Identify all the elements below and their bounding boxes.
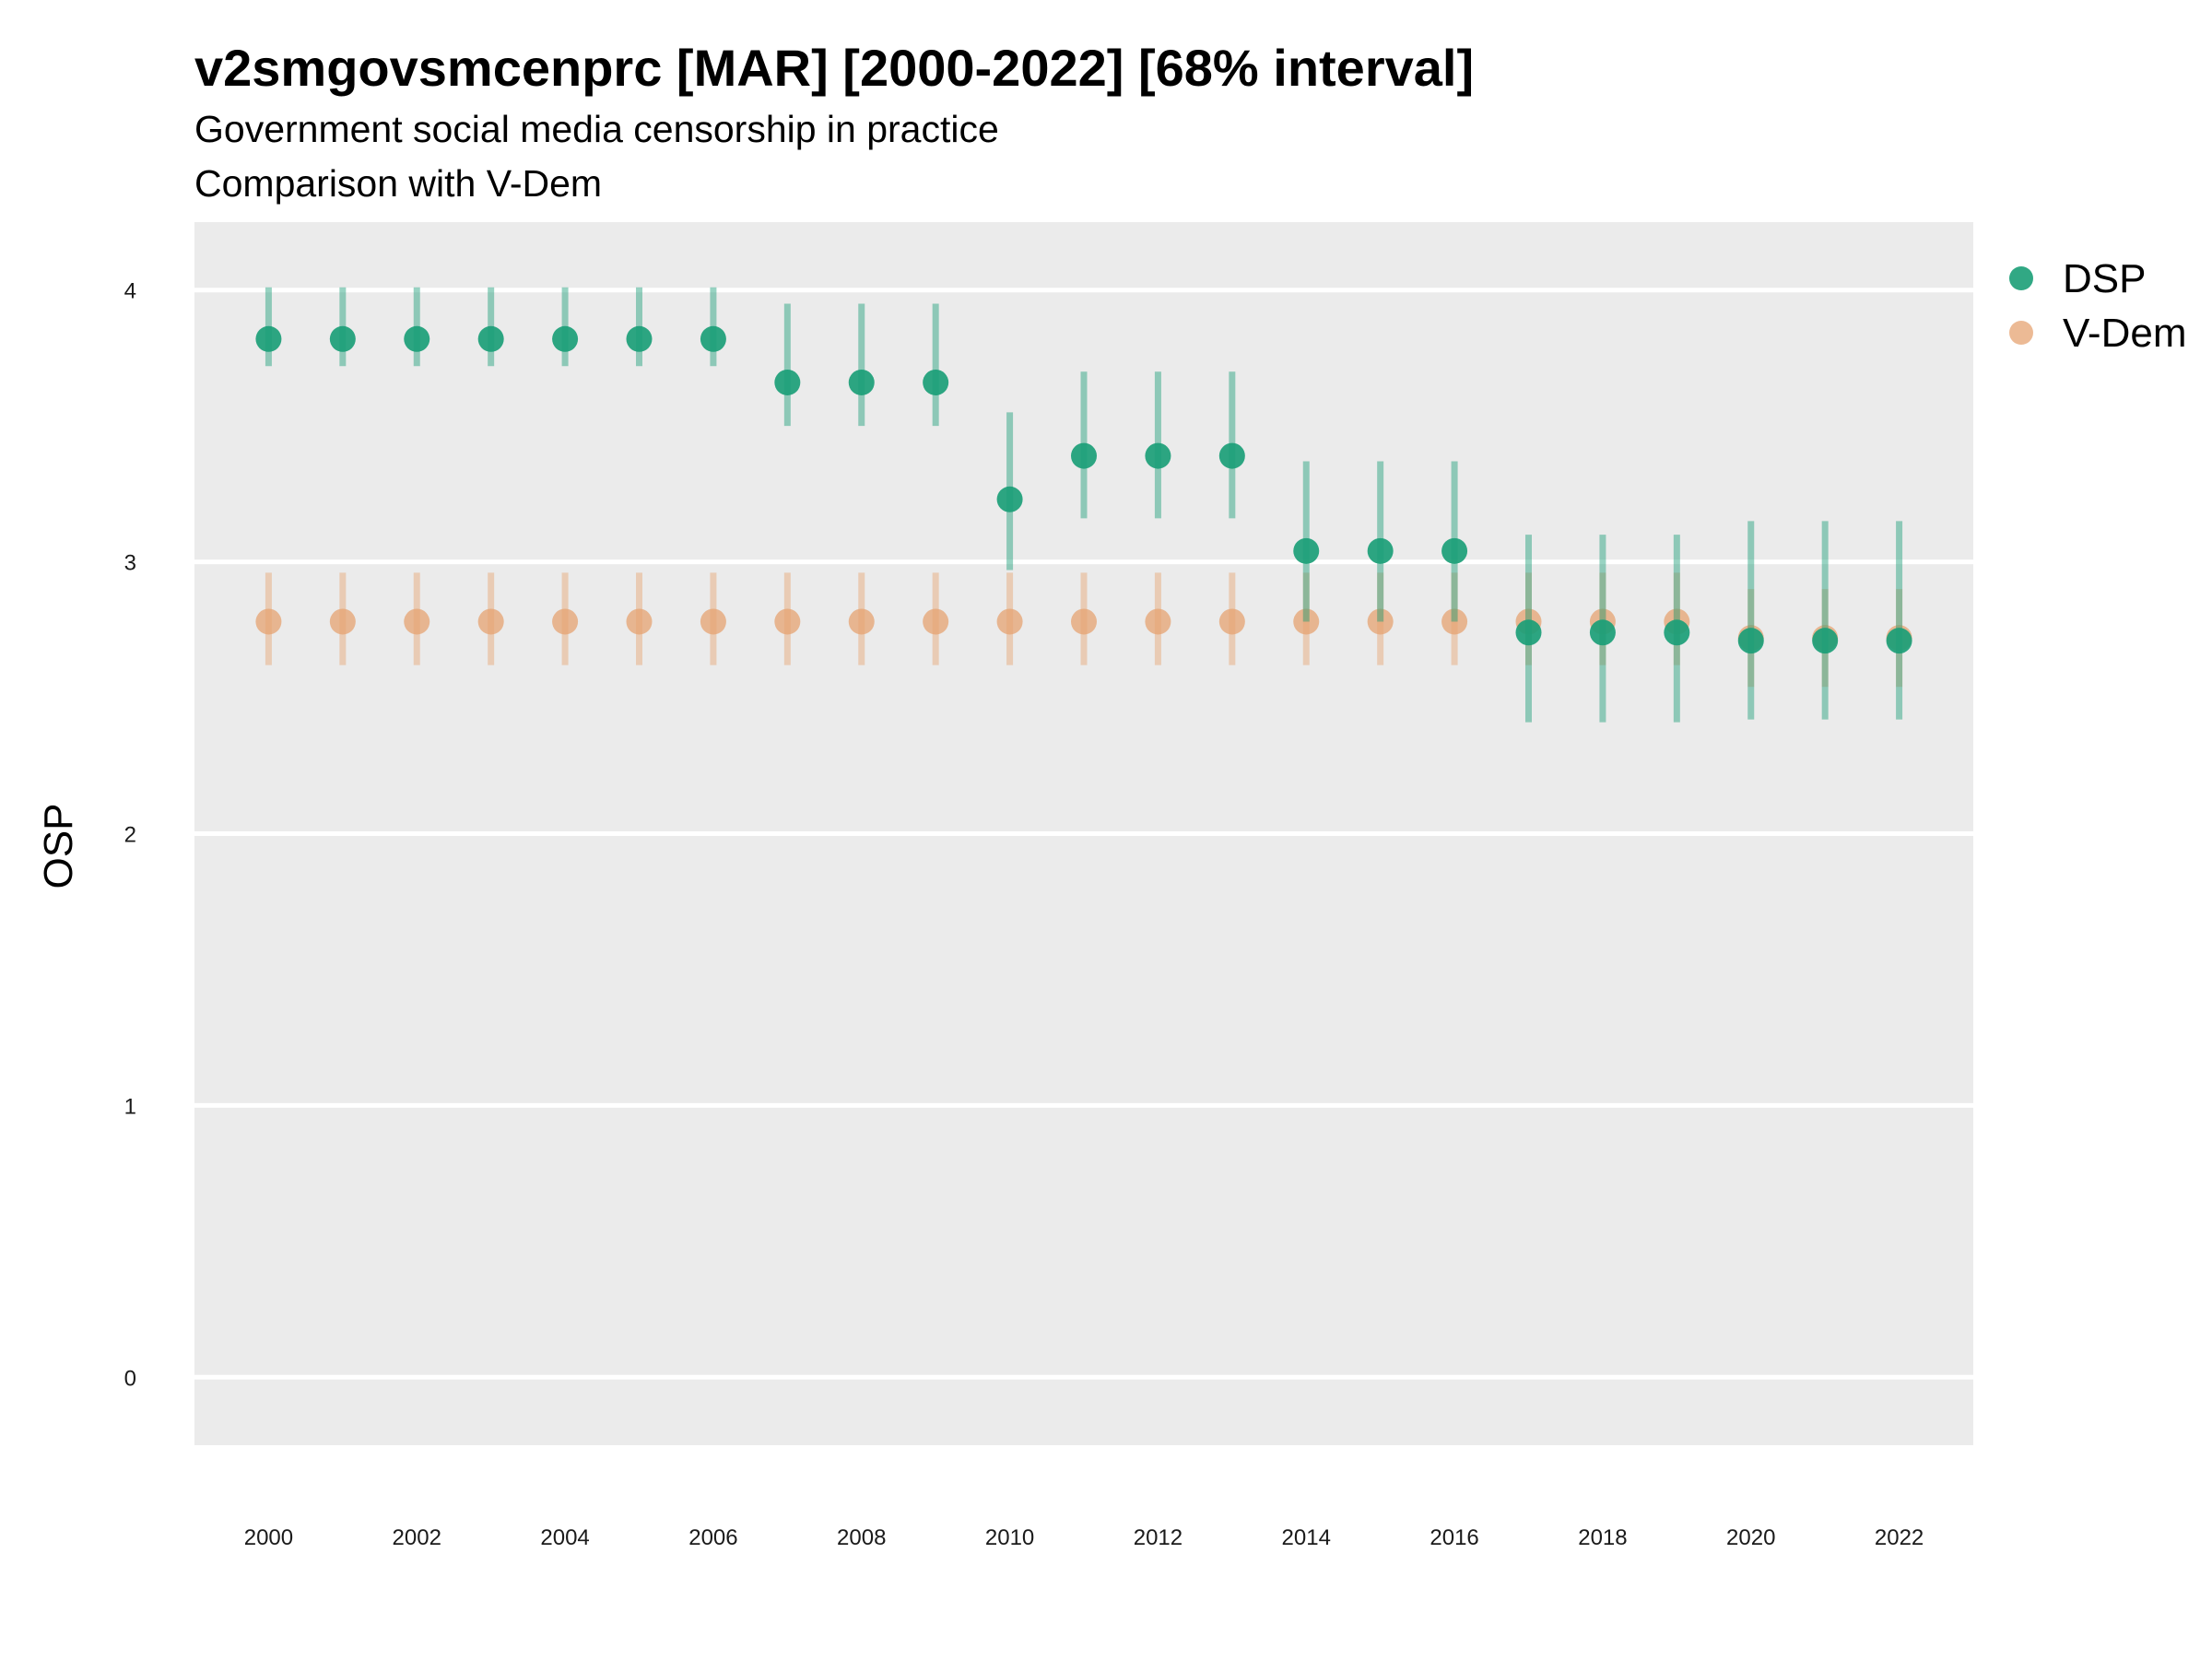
y-tick-label: 2: [124, 823, 136, 848]
x-tick-label: 2006: [688, 1525, 737, 1550]
point-vdem: [1218, 608, 1245, 635]
point-dsp: [1293, 537, 1320, 564]
point-dsp: [626, 325, 653, 352]
point-vdem: [774, 608, 801, 635]
x-tick-label: 2014: [1282, 1525, 1331, 1550]
legend-label-vdem: V-Dem: [2063, 311, 2186, 356]
point-dsp: [1218, 442, 1245, 469]
y-tick-label: 4: [124, 279, 136, 304]
point-vdem: [700, 608, 726, 635]
y-tick-label: 3: [124, 551, 136, 576]
x-axis-ticks: 2000 2002 2004 2006 2008 2010 2012 2014 2016 2018…: [244, 1525, 1924, 1550]
chart-title: v2smgovsmcenprc [MAR] [2000-2022] [68% i…: [194, 39, 1474, 97]
point-vdem: [1071, 608, 1097, 635]
legend-label-dsp: DSP: [2063, 256, 2146, 301]
point-vdem: [1441, 608, 1468, 635]
legend-key-vdem: [2009, 321, 2033, 345]
point-dsp: [996, 486, 1023, 512]
series-dsp: [255, 287, 1912, 723]
point-dsp: [1145, 442, 1171, 469]
gridlines: [194, 288, 1973, 1380]
point-dsp: [1589, 619, 1616, 646]
x-tick-label: 2004: [540, 1525, 589, 1550]
point-dsp: [1886, 628, 1912, 654]
point-dsp: [1515, 619, 1542, 646]
y-tick-label: 0: [124, 1366, 136, 1391]
point-dsp: [404, 325, 430, 352]
point-dsp: [1664, 619, 1690, 646]
chart-subtitle-line-1: Government social media censorship in pr…: [194, 108, 999, 150]
point-dsp: [1071, 442, 1097, 469]
x-tick-label: 2000: [244, 1525, 293, 1550]
point-vdem: [1293, 608, 1320, 635]
point-vdem: [255, 608, 282, 635]
legend: DSP V-Dem: [2009, 256, 2186, 356]
point-dsp: [1367, 537, 1394, 564]
point-dsp: [329, 325, 356, 352]
point-vdem: [923, 608, 949, 635]
point-dsp: [255, 325, 282, 352]
point-dsp: [848, 369, 875, 395]
point-vdem: [1367, 608, 1394, 635]
point-dsp: [923, 369, 949, 395]
point-dsp: [1812, 628, 1839, 654]
point-vdem: [404, 608, 430, 635]
x-tick-label: 2008: [837, 1525, 886, 1550]
point-dsp: [477, 325, 504, 352]
point-dsp: [552, 325, 579, 352]
point-vdem: [477, 608, 504, 635]
point-vdem: [552, 608, 579, 635]
data-series: [255, 287, 1912, 723]
x-tick-label: 2002: [393, 1525, 441, 1550]
legend-key-dsp: [2009, 266, 2033, 290]
x-tick-label: 2022: [1875, 1525, 1924, 1550]
point-vdem: [1145, 608, 1171, 635]
point-vdem: [848, 608, 875, 635]
x-tick-label: 2010: [985, 1525, 1034, 1550]
point-dsp: [774, 369, 801, 395]
point-vdem: [626, 608, 653, 635]
point-dsp: [1737, 628, 1764, 654]
y-tick-label: 1: [124, 1094, 136, 1119]
x-tick-label: 2018: [1578, 1525, 1627, 1550]
x-tick-label: 2016: [1430, 1525, 1478, 1550]
y-axis-ticks: 0 1 2 3 4: [124, 279, 136, 1392]
point-dsp: [1441, 537, 1468, 564]
chart-subtitle-line-2: Comparison with V-Dem: [194, 162, 602, 205]
point-dsp: [700, 325, 726, 352]
point-vdem: [329, 608, 356, 635]
y-axis-label: OSP: [36, 804, 81, 889]
x-tick-label: 2012: [1134, 1525, 1182, 1550]
x-tick-label: 2020: [1726, 1525, 1775, 1550]
series-vdem: [255, 572, 1912, 688]
point-vdem: [996, 608, 1023, 635]
